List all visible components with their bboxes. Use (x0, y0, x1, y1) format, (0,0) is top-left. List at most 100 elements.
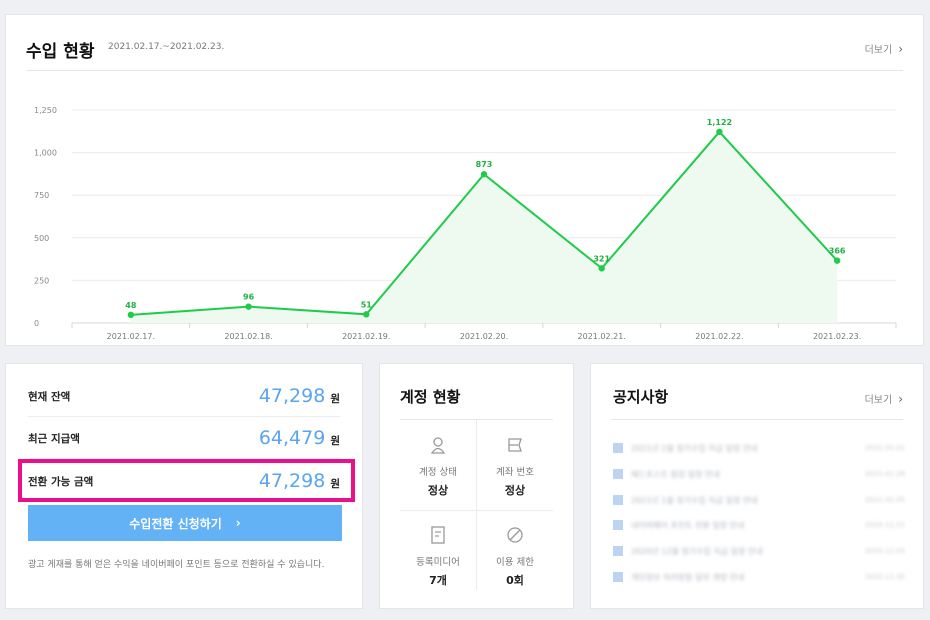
income-card: 수입 현황 2021.02.17.~2021.02.23. 더보기 › 0 250 5… (5, 14, 924, 346)
account-divider (400, 510, 553, 511)
usage-restriction-cell: 이용 제한 0회 (477, 524, 553, 588)
registered-media-label: 등록미디어 (416, 557, 460, 568)
notice-bullet-icon (613, 520, 623, 530)
balance-row-recent-payment: 최근 지급액 64,479 원 (28, 418, 340, 458)
data-label: 51 (361, 300, 373, 309)
notice-bullet-icon (613, 469, 623, 479)
notice-item[interactable]: 개인정보 처리방침 일부 개정 안내 2020.11.30 (613, 570, 905, 584)
usage-restriction-label: 이용 제한 (496, 557, 534, 568)
balance-row-amount: 47,298 (258, 385, 326, 407)
y-tick-label: 500 (34, 234, 49, 243)
account-divider (400, 419, 553, 420)
notice-bullet-icon (613, 495, 623, 505)
chevron-right-icon: › (235, 516, 241, 530)
x-tick-label: 2021.02.21. (578, 332, 626, 341)
data-point (127, 311, 135, 319)
account-status-label: 계정 상태 (419, 467, 457, 478)
data-point (833, 257, 841, 264)
notice-card: 공지사항 더보기 › 2021년 2월 정기수입 지급 일정 안내 2021.02… (590, 363, 924, 609)
convert-income-button[interactable]: 수입전환 신청하기 › (28, 505, 342, 541)
x-tick-label: 2021.02.18. (224, 332, 272, 341)
balance-divider (28, 458, 340, 459)
x-tick-label: 2021.02.19. (342, 332, 390, 341)
notice-bullet-icon (613, 572, 623, 582)
data-label: 96 (243, 293, 255, 302)
y-tick-label: 1,250 (34, 106, 57, 115)
area-fill (130, 131, 838, 323)
data-point (245, 303, 252, 310)
account-title: 계정 현황 (400, 388, 461, 406)
data-point (480, 171, 488, 178)
data-label: 366 (829, 247, 846, 256)
balance-card: 현재 잔액 47,298 원 최근 지급액 64,479 원 전환 가능 금액 47… (5, 363, 363, 609)
account-status-cell: 계정 상태 정상 (400, 434, 476, 498)
data-label: 321 (593, 254, 610, 263)
chevron-right-icon: › (898, 42, 903, 56)
notice-item-date: 2021.02.01 (864, 444, 905, 452)
account-number-cell: 계좌 번호 정상 (477, 434, 553, 498)
balance-row-convertible: 전환 가능 금액 47,298 원 (28, 461, 340, 501)
income-more-link[interactable]: 더보기 › (865, 41, 903, 56)
notice-item-text: 애드포스트 점검 일정 안내 (631, 469, 720, 479)
income-divider (26, 70, 903, 71)
ban-icon (477, 524, 553, 546)
notice-item-date: 2020.12.03 (864, 547, 905, 555)
notice-divider (611, 419, 903, 420)
balance-row-unit: 원 (330, 435, 340, 447)
y-tick-label: 250 (34, 276, 49, 285)
account-number-label: 계좌 번호 (496, 467, 534, 478)
income-date-range: 2021.02.17.~2021.02.23. (108, 42, 225, 52)
account-status-value: 정상 (427, 484, 449, 497)
usage-restriction-value: 0회 (506, 574, 524, 587)
account-number-value: 정상 (504, 484, 526, 497)
notice-item-date: 2020.11.30 (864, 573, 905, 581)
balance-row-unit: 원 (330, 478, 340, 490)
notice-item-text: 네이버페이 포인트 전환 일정 안내 (631, 520, 745, 530)
notice-bullet-icon (613, 546, 623, 556)
notice-item-text: 개인정보 처리방침 일부 개정 안내 (631, 572, 745, 582)
data-label: 873 (476, 160, 493, 169)
notice-item-date: 2020.12.21 (864, 521, 905, 529)
income-chart: 0 250 500 750 1,000 1,250 2021.02.17. 2021.02.1… (34, 106, 897, 341)
account-number-icon (477, 434, 553, 456)
document-icon (400, 524, 476, 546)
notice-item[interactable]: 2021년 2월 정기수입 지급 일정 안내 2021.02.01 (613, 441, 905, 455)
notice-item-text: 2020년 12월 정기수입 지급 일정 안내 (631, 546, 763, 556)
notice-item-text: 2021년 1월 정기수입 지급 일정 안내 (631, 495, 758, 505)
x-tick-label: 2021.02.20. (460, 332, 508, 341)
notice-title: 공지사항 (613, 388, 669, 406)
notice-item[interactable]: 애드포스트 점검 일정 안내 2021.01.29 (613, 467, 905, 481)
balance-row-amount: 64,479 (258, 427, 326, 449)
balance-note: 광고 게재를 통해 얻은 수익을 네이버페이 포인트 등으로 전환하실 수 있습… (28, 560, 325, 570)
registered-media-cell: 등록미디어 7개 (400, 524, 476, 588)
x-tick-label: 2021.02.17. (107, 332, 155, 341)
notice-item-date: 2021.01.05 (864, 496, 905, 504)
x-tick-label: 2021.02.23. (813, 332, 861, 341)
notice-item[interactable]: 2020년 12월 정기수입 지급 일정 안내 2020.12.03 (613, 544, 905, 558)
balance-divider (28, 416, 340, 417)
y-tick-label: 0 (34, 319, 39, 328)
balance-row-amount: 47,298 (258, 470, 326, 492)
account-divider (476, 420, 477, 590)
account-card: 계정 현황 계정 상태 정상 계좌 번호 정상 등록미디어 7개 이용 제한 0… (379, 363, 574, 609)
notice-more-link[interactable]: 더보기 › (865, 391, 903, 406)
chevron-right-icon: › (898, 392, 903, 406)
highlight-box (18, 459, 355, 502)
notice-item[interactable]: 네이버페이 포인트 전환 일정 안내 2020.12.21 (613, 518, 905, 532)
notice-item-date: 2021.01.29 (864, 470, 905, 478)
x-tick-label: 2021.02.22. (695, 332, 743, 341)
data-point (363, 311, 370, 318)
notice-item-text: 2021년 2월 정기수입 지급 일정 안내 (631, 443, 758, 453)
registered-media-value: 7개 (429, 574, 447, 587)
income-more-label: 더보기 (864, 45, 893, 56)
income-title: 수입 현황 (26, 42, 95, 62)
convert-button-label: 수입전환 신청하기 (129, 516, 222, 531)
balance-row-current: 현재 잔액 47,298 원 (28, 376, 340, 416)
notice-more-label: 더보기 (864, 395, 893, 406)
data-point (716, 128, 723, 136)
user-icon (400, 434, 476, 456)
y-tick-label: 750 (34, 191, 49, 200)
y-tick-label: 1,000 (34, 149, 57, 158)
balance-row-label: 현재 잔액 (28, 390, 71, 403)
notice-item[interactable]: 2021년 1월 정기수입 지급 일정 안내 2021.01.05 (613, 493, 905, 507)
